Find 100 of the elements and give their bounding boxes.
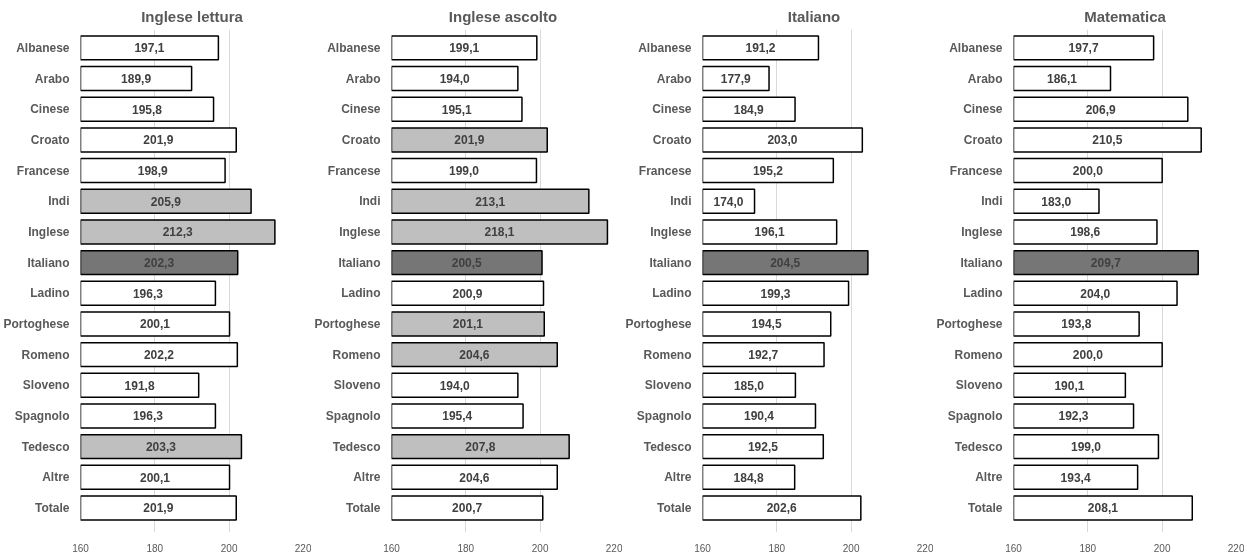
data-label: 200,1 [140, 317, 171, 332]
data-label: 184,9 [733, 102, 765, 117]
y-tick-label: Tedesco [643, 439, 692, 454]
x-tick-label: 200 [842, 542, 860, 554]
y-tick-label: Romeno [21, 347, 70, 362]
y-tick-label: Spagnolo [325, 408, 381, 423]
y-tick-label: Totale [35, 500, 70, 515]
data-label: 194,0 [439, 72, 471, 87]
y-tick-label: Romeno [954, 347, 1003, 362]
x-tick-label: 160 [1005, 542, 1023, 554]
y-tick-label: Italiano [649, 255, 692, 270]
data-label: 186,1 [1046, 72, 1078, 87]
data-label: 212,3 [162, 225, 194, 240]
y-tick-label: Arabo [345, 71, 381, 86]
y-tick-label: Italiano [338, 255, 381, 270]
chart-title: Inglese lettura [141, 7, 244, 25]
y-tick-label: Inglese [339, 224, 381, 239]
y-tick-label: Altre [353, 470, 381, 485]
data-label: 199,1 [449, 41, 480, 56]
y-tick-label: Inglese [961, 224, 1003, 239]
y-tick-label: Croato [30, 132, 70, 147]
data-label: 201,9 [143, 133, 174, 148]
y-tick-label: Indi [981, 194, 1003, 209]
data-label: 199,3 [760, 286, 791, 301]
data-label: 197,1 [134, 41, 165, 56]
y-tick-label: Tedesco [954, 439, 1003, 454]
data-label: 191,2 [745, 41, 776, 56]
y-tick-label: Portoghese [314, 316, 381, 331]
y-tick-label: Ladino [652, 286, 692, 301]
data-label: 204,0 [1080, 286, 1111, 301]
y-tick-label: Ladino [963, 286, 1003, 301]
data-label: 198,6 [1070, 225, 1101, 240]
data-label: 198,9 [137, 164, 169, 179]
y-tick-label: Ladino [30, 286, 70, 301]
chart-title: Matematica [1084, 7, 1167, 25]
data-label: 204,6 [459, 470, 490, 485]
data-label: 193,8 [1061, 317, 1092, 332]
y-tick-label: Romeno [643, 347, 692, 362]
y-tick-label: Romeno [332, 347, 381, 362]
y-tick-label: Croato [652, 132, 692, 147]
x-tick-label: 180 [146, 542, 164, 554]
data-label: 200,7 [452, 501, 483, 516]
data-label: 174,0 [713, 194, 744, 209]
y-tick-label: Albanese [16, 40, 70, 55]
y-tick-label: Indi [48, 194, 70, 209]
data-label: 208,1 [1087, 501, 1119, 516]
data-label: 206,9 [1085, 102, 1116, 117]
y-tick-label: Inglese [28, 224, 70, 239]
y-tick-label: Indi [359, 194, 381, 209]
data-label: 203,3 [145, 440, 177, 455]
data-label: 197,7 [1068, 41, 1099, 56]
y-tick-label: Francese [638, 163, 692, 178]
data-label: 210,5 [1092, 133, 1123, 148]
y-tick-label: Albanese [638, 40, 692, 55]
data-label: 192,7 [748, 348, 779, 363]
y-tick-label: Tedesco [21, 439, 70, 454]
y-tick-label: Ladino [341, 286, 381, 301]
y-tick-label: Inglese [650, 224, 692, 239]
y-tick-label: Sloveno [644, 378, 692, 393]
y-tick-label: Tedesco [332, 439, 381, 454]
y-tick-label: Cinese [30, 102, 70, 117]
data-label: 201,1 [452, 317, 484, 332]
y-tick-label: Arabo [967, 71, 1003, 86]
y-tick-label: Arabo [34, 71, 70, 86]
y-tick-label: Indi [670, 194, 692, 209]
data-label: 184,8 [733, 470, 764, 485]
data-label: 190,1 [1054, 378, 1085, 393]
x-tick-label: 220 [605, 542, 623, 554]
y-tick-label: Arabo [656, 71, 692, 86]
x-tick-label: 160 [72, 542, 90, 554]
data-label: 196,3 [132, 409, 164, 424]
x-tick-label: 160 [694, 542, 712, 554]
x-tick-label: 180 [457, 542, 475, 554]
y-tick-label: Totale [657, 500, 692, 515]
data-label: 196,1 [754, 225, 785, 240]
data-label: 192,5 [747, 440, 779, 455]
data-label: 194,5 [751, 317, 782, 332]
data-label: 202,6 [766, 501, 798, 516]
data-label: 203,0 [767, 133, 798, 148]
data-label: 194,0 [439, 378, 471, 393]
data-label: 183,0 [1041, 194, 1072, 209]
y-tick-label: Altre [42, 470, 70, 485]
data-label: 191,8 [124, 378, 155, 393]
y-tick-label: Cinese [341, 102, 381, 117]
y-tick-label: Totale [346, 500, 381, 515]
y-tick-label: Altre [664, 470, 692, 485]
data-label: 201,9 [454, 133, 485, 148]
data-label: 195,4 [442, 409, 473, 424]
data-label: 201,9 [143, 501, 174, 516]
data-label: 185,0 [733, 378, 765, 393]
x-tick-label: 220 [294, 542, 312, 554]
data-label: 192,3 [1058, 409, 1089, 424]
x-tick-label: 180 [768, 542, 786, 554]
data-label: 199,0 [448, 164, 480, 179]
data-label: 200,0 [1072, 348, 1104, 363]
y-tick-label: Altre [975, 470, 1003, 485]
y-tick-label: Portoghese [625, 316, 692, 331]
data-label: 195,8 [132, 102, 163, 117]
data-label: 177,9 [720, 72, 752, 87]
y-tick-label: Spagnolo [14, 408, 70, 423]
